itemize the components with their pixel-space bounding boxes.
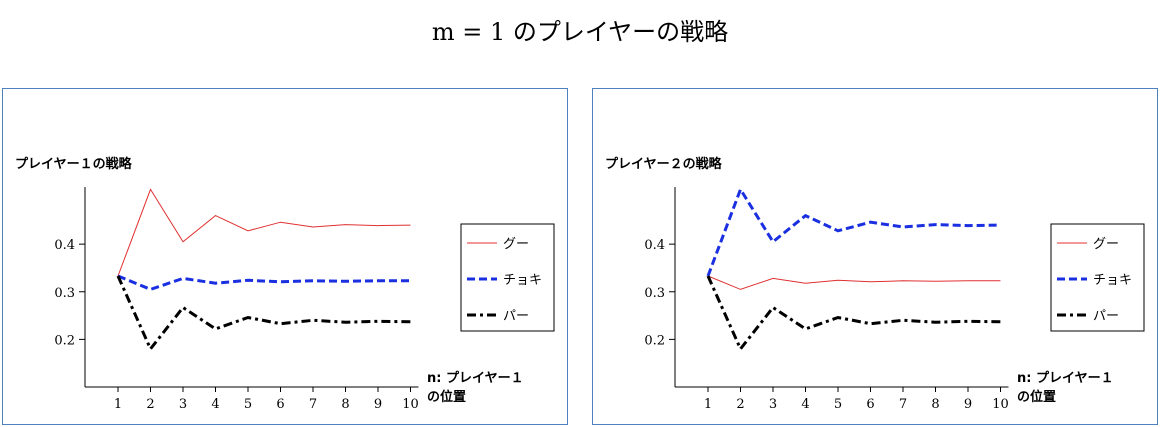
x-tick-label: 8 xyxy=(341,397,349,412)
x-tick-label: 6 xyxy=(866,397,874,412)
x-tick-label: 2 xyxy=(736,397,744,412)
legend-label-2: チョキ xyxy=(503,273,542,288)
x-tick-label: 7 xyxy=(899,397,907,412)
x-tick-label: 10 xyxy=(992,397,1009,412)
series-line-1 xyxy=(707,275,1001,290)
x-axis-title: n: プレイヤー１ xyxy=(1017,371,1114,386)
chart-panel-player2: プレイヤー２の戦略 0.2 0.3 0.4 1 2 3 4 5 6 7 8 9 10 n: プレイヤー１ の位… xyxy=(592,88,1158,425)
y-tick-label: 0.4 xyxy=(644,238,665,253)
x-tick-label: 4 xyxy=(211,397,219,412)
legend-label-3: パー xyxy=(503,309,529,324)
x-tick-label: 3 xyxy=(179,397,187,412)
x-tick-label: 3 xyxy=(769,397,777,412)
x-tick-label: 8 xyxy=(931,397,939,412)
y-tick-label: 0.2 xyxy=(644,333,665,348)
series-line-2 xyxy=(706,186,1001,277)
chart-title: プレイヤー２の戦略 xyxy=(605,156,723,172)
y-tick-label: 0.3 xyxy=(54,286,75,301)
legend-label-1: グー xyxy=(503,237,529,252)
line-chart-player1: プレイヤー１の戦略 0.2 0.3 0.4 1 2 3 4 5 6 7 8 9 10 n: プレイヤー１ の位… xyxy=(15,156,555,412)
x-tick-label: 5 xyxy=(244,397,252,412)
x-tick-label: 6 xyxy=(276,397,284,412)
x-tick-label: 10 xyxy=(402,397,419,412)
x-tick-label: 1 xyxy=(704,397,712,412)
series-line-2 xyxy=(117,274,411,292)
x-tick-label: 5 xyxy=(834,397,842,412)
legend-box xyxy=(1050,223,1145,332)
legend-label-2: チョキ xyxy=(1093,273,1132,288)
x-axis-title: n: プレイヤー１ xyxy=(427,371,524,386)
x-tick-label: 2 xyxy=(146,397,154,412)
series-line-3 xyxy=(116,275,411,352)
page-title: m = 1 のプレイヤーの戦略 xyxy=(431,18,729,46)
legend-label-1: グー xyxy=(1093,237,1119,252)
chart-title: プレイヤー１の戦略 xyxy=(15,156,133,172)
y-tick-label: 0.4 xyxy=(54,238,75,253)
series-line-3 xyxy=(706,275,1001,352)
legend-box xyxy=(460,223,555,332)
x-tick-label: 9 xyxy=(374,397,382,412)
y-tick-label: 0.3 xyxy=(644,286,665,301)
x-axis-title-line2: の位置 xyxy=(427,389,466,405)
x-tick-label: 9 xyxy=(964,397,972,412)
chart-panel-player1: プレイヤー１の戦略 0.2 0.3 0.4 1 2 3 4 5 6 7 8 9 10 n: プレイヤー１ の位… xyxy=(2,88,568,425)
legend-label-3: パー xyxy=(1093,309,1119,324)
y-tick-label: 0.2 xyxy=(54,333,75,348)
line-chart-player2: プレイヤー２の戦略 0.2 0.3 0.4 1 2 3 4 5 6 7 8 9 10 n: プレイヤー１ の位… xyxy=(605,156,1145,412)
x-axis-title-line2: の位置 xyxy=(1017,389,1056,405)
series-line-1 xyxy=(117,188,411,277)
x-tick-label: 4 xyxy=(801,397,809,412)
x-tick-label: 1 xyxy=(114,397,122,412)
x-tick-label: 7 xyxy=(309,397,317,412)
